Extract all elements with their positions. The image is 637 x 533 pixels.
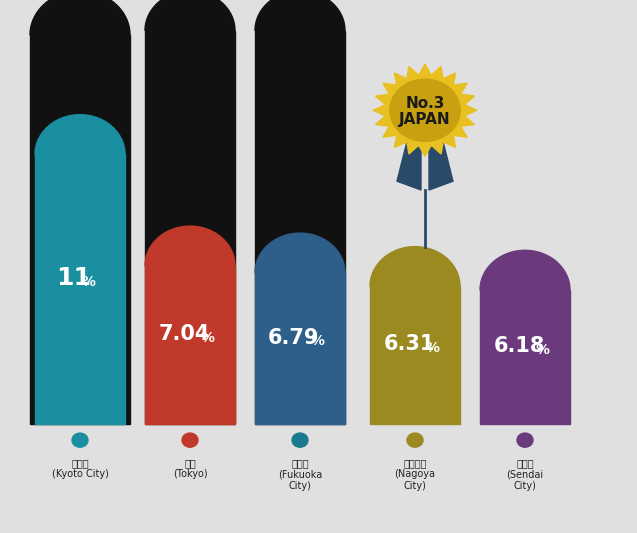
Bar — [255, 30, 345, 424]
Polygon shape — [373, 64, 477, 156]
Polygon shape — [35, 115, 125, 155]
Text: 京都市
(Kyoto City): 京都市 (Kyoto City) — [52, 458, 108, 479]
Bar — [255, 273, 345, 424]
Text: 7.04: 7.04 — [159, 324, 210, 344]
Text: 福岡市
(Fukuoka
City): 福岡市 (Fukuoka City) — [278, 458, 322, 491]
Text: %: % — [311, 334, 325, 348]
Polygon shape — [145, 226, 235, 266]
Text: 6.79: 6.79 — [268, 327, 320, 348]
Polygon shape — [370, 247, 460, 286]
Polygon shape — [30, 0, 130, 35]
Bar — [145, 266, 235, 424]
Polygon shape — [429, 141, 453, 190]
Polygon shape — [255, 0, 345, 30]
Text: No.3: No.3 — [405, 95, 445, 111]
Bar — [30, 35, 130, 424]
Text: %: % — [536, 343, 550, 357]
Polygon shape — [480, 251, 570, 290]
Circle shape — [72, 433, 88, 447]
Text: 名古屋市
(Nagoya
City): 名古屋市 (Nagoya City) — [394, 458, 436, 491]
Circle shape — [182, 433, 198, 447]
Polygon shape — [397, 141, 421, 190]
Bar — [35, 155, 125, 424]
Circle shape — [407, 433, 423, 447]
Text: 6.31: 6.31 — [383, 334, 434, 354]
Circle shape — [292, 433, 308, 447]
Text: 仙台市
(Sendai
City): 仙台市 (Sendai City) — [506, 458, 543, 491]
Bar — [480, 290, 570, 424]
Circle shape — [517, 433, 533, 447]
Polygon shape — [255, 233, 345, 273]
Text: JAPAN: JAPAN — [399, 111, 451, 126]
Circle shape — [390, 79, 460, 141]
Bar — [370, 286, 460, 424]
Polygon shape — [145, 0, 235, 30]
Text: 東京
(Tokyo): 東京 (Tokyo) — [173, 458, 207, 479]
Text: %: % — [201, 330, 215, 344]
Text: 11: 11 — [57, 266, 92, 290]
Bar — [145, 30, 235, 424]
Text: %: % — [82, 275, 96, 289]
Text: %: % — [426, 341, 440, 355]
Text: 6.18: 6.18 — [493, 336, 545, 356]
